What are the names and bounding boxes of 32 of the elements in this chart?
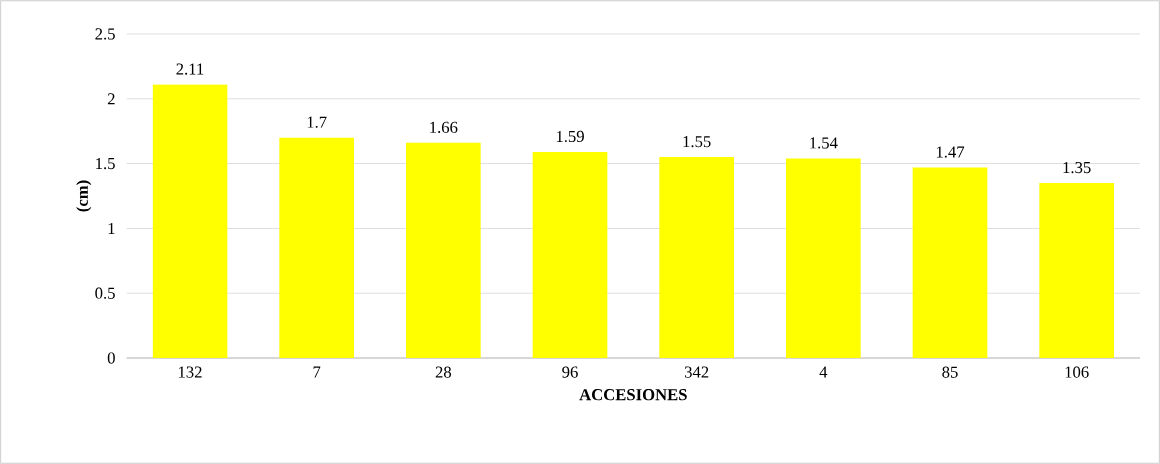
- x-tick-label: 28: [435, 366, 452, 378]
- x-tick-label: 85: [942, 366, 958, 378]
- y-tick-label: 2.5: [95, 28, 115, 40]
- x-tick-label: 7: [313, 366, 321, 378]
- y-tick-label: 0.5: [95, 287, 115, 299]
- bar: [786, 158, 861, 358]
- y-tick-label: 2: [107, 93, 115, 105]
- bar: [532, 151, 608, 358]
- x-tick-label: 106: [1065, 366, 1089, 378]
- data-label: 2.11: [176, 63, 204, 75]
- bar: [406, 142, 481, 358]
- data-label: 1.47: [936, 146, 965, 158]
- data-label: 1.7: [307, 116, 327, 128]
- x-tick-label: 132: [178, 366, 202, 378]
- y-tick-label: 0: [107, 352, 115, 364]
- bar: [152, 84, 228, 358]
- bar: [659, 157, 735, 358]
- data-label: 1.54: [810, 137, 838, 149]
- bar: [279, 137, 354, 358]
- x-tick-label: 4: [819, 366, 828, 378]
- y-axis-title: (cm): [76, 180, 92, 212]
- data-label: 1.35: [1063, 161, 1091, 174]
- bar: [1039, 183, 1115, 358]
- data-label: 1.55: [683, 136, 711, 148]
- x-tick-label: 96: [562, 366, 578, 378]
- data-label: 1.66: [430, 121, 458, 134]
- y-tick-label: 1: [108, 222, 115, 234]
- x-axis-title: ACCESIONES: [579, 389, 687, 401]
- x-tick-label: 342: [684, 366, 709, 378]
- bar: [912, 167, 988, 358]
- data-label: 1.59: [556, 130, 584, 143]
- y-tick-label: 1.5: [96, 157, 115, 170]
